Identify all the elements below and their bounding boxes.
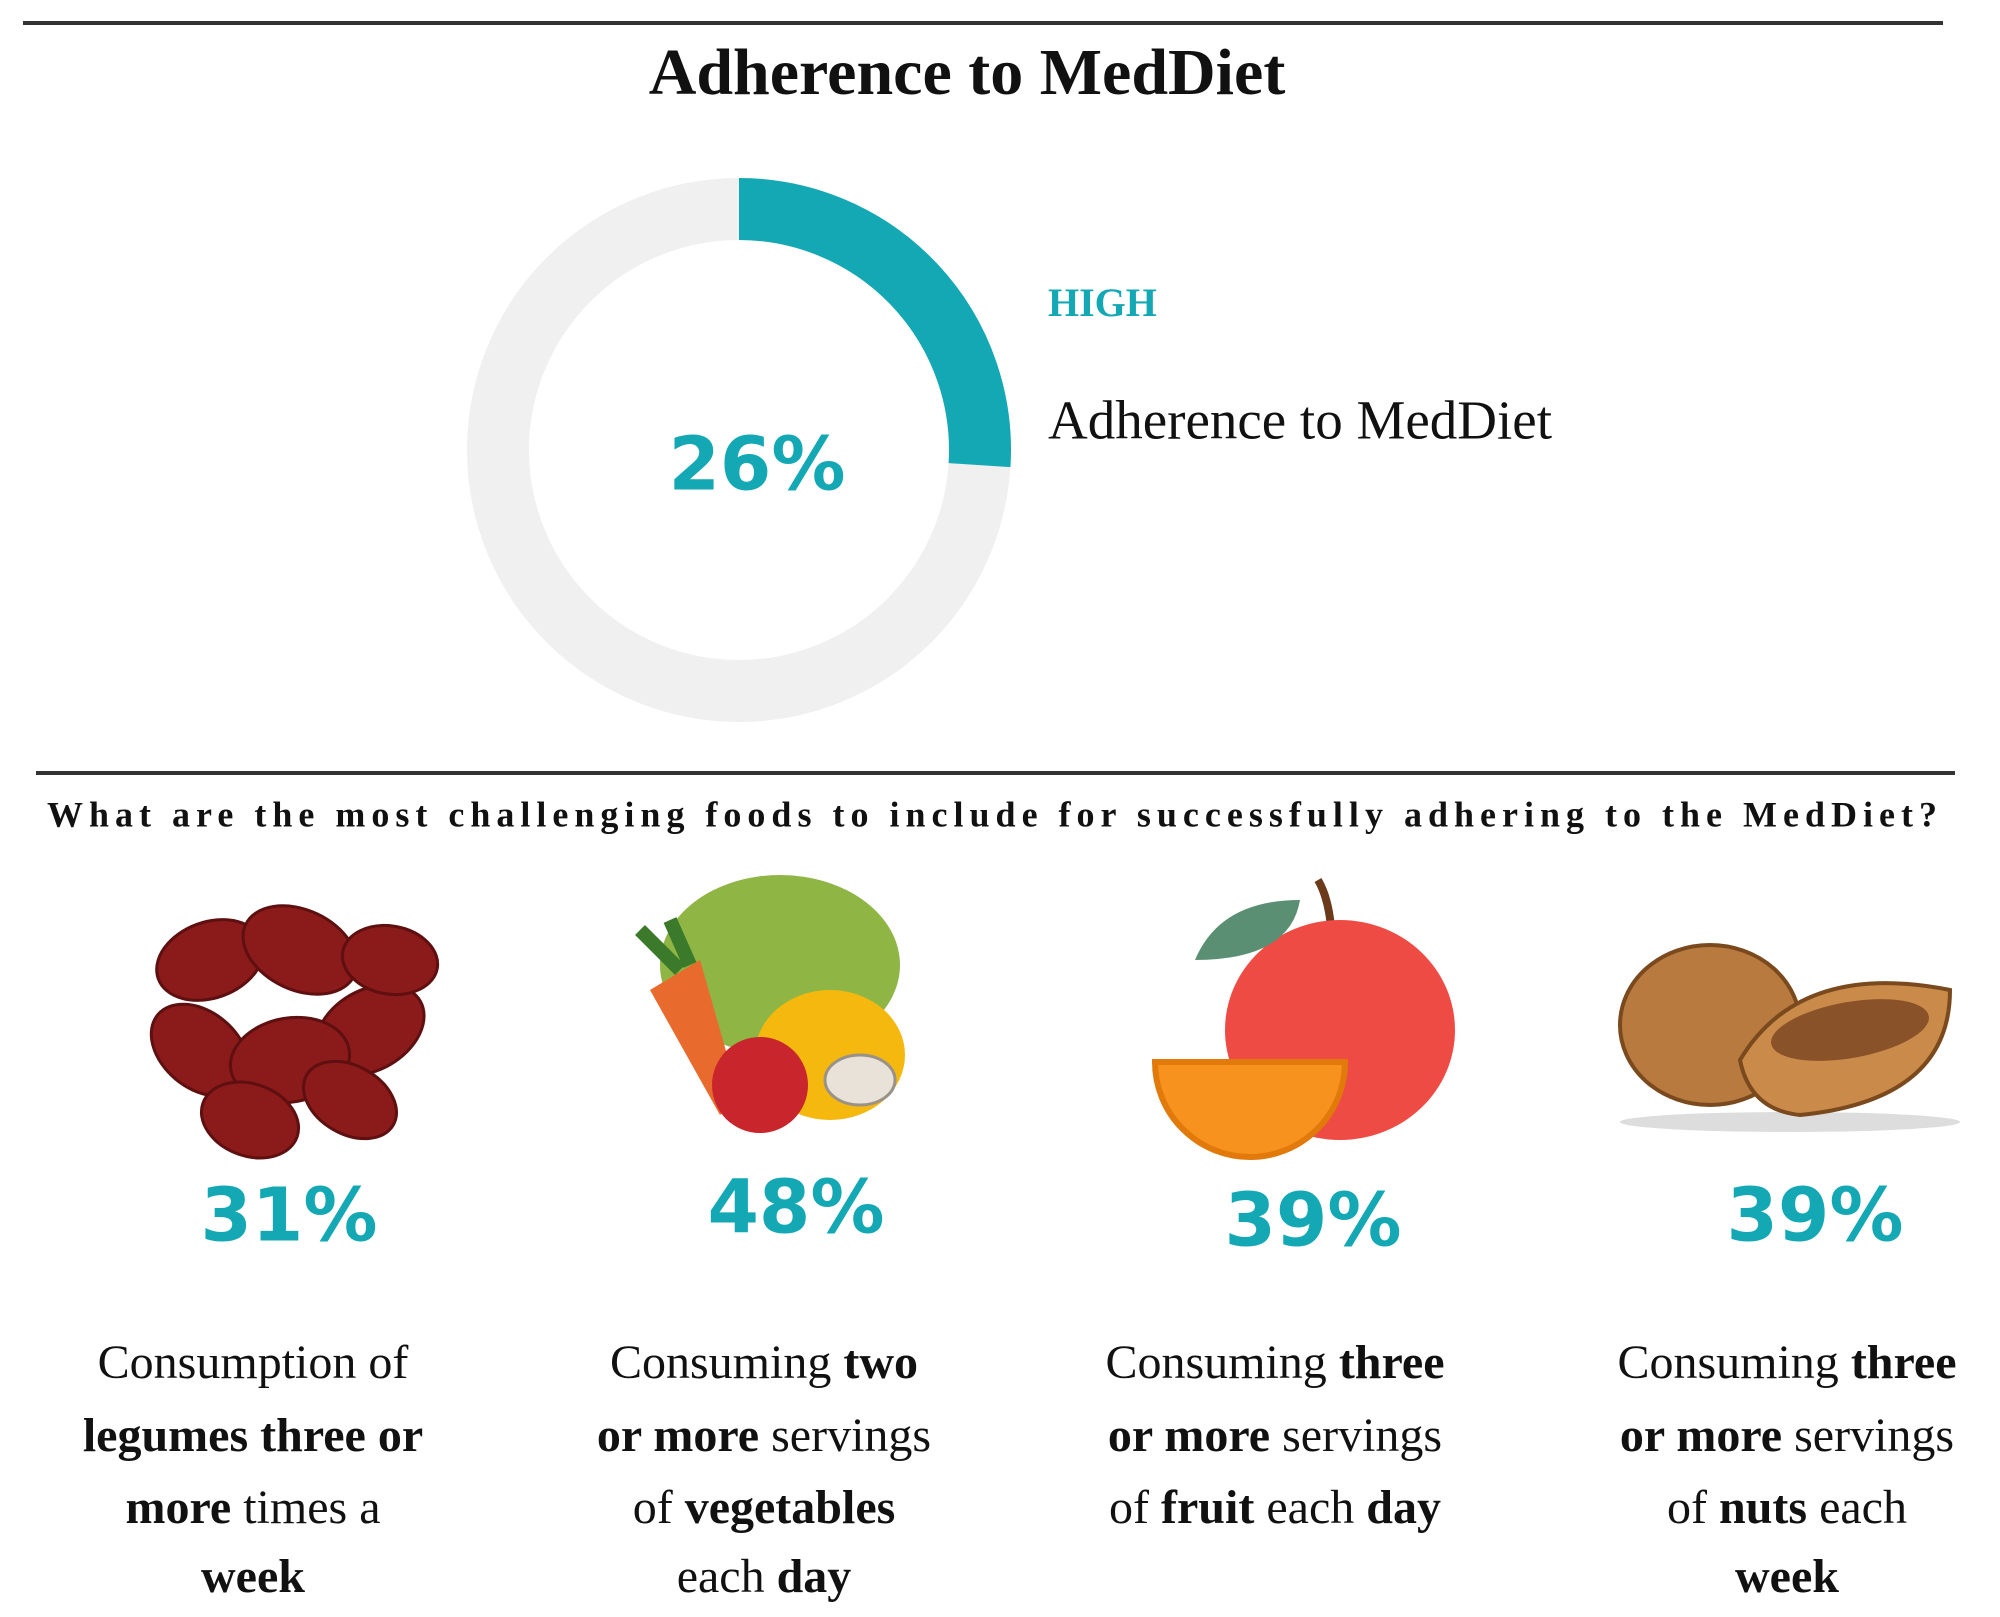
nuts-icon — [1618, 943, 1960, 1132]
description-segment: times a — [231, 1481, 380, 1534]
beans-icon — [149, 904, 440, 1160]
item-description-line: of nuts each — [1667, 1481, 1907, 1534]
item-description-line: Consumption of — [98, 1336, 409, 1389]
description-segment: servings — [1270, 1409, 1442, 1462]
item-description-line: or more servings — [1620, 1409, 1954, 1462]
description-segment: or more — [1108, 1409, 1270, 1462]
donut-value: 26% — [668, 422, 845, 508]
description-segment: servings — [1782, 1409, 1954, 1462]
item-description-line: more times a — [125, 1481, 380, 1534]
description-segment: or more — [597, 1409, 759, 1462]
description-segment: each — [1254, 1481, 1366, 1534]
item-value: 39% — [1224, 1178, 1401, 1264]
item-description-line: of fruit each day — [1109, 1481, 1441, 1534]
item-value: 48% — [707, 1165, 884, 1251]
item-description-line: legumes three or — [83, 1409, 423, 1462]
item-value: 39% — [1726, 1173, 1903, 1259]
description-segment: Consuming — [610, 1336, 843, 1389]
item-description-line: week — [1735, 1550, 1839, 1603]
description-segment: vegetables — [685, 1481, 896, 1534]
description-segment: two — [843, 1336, 918, 1389]
fruit-icon — [1151, 877, 1455, 1160]
item-description-line: each day — [677, 1550, 852, 1603]
description-segment: servings — [759, 1409, 931, 1462]
description-segment: week — [1735, 1550, 1839, 1603]
item-description-line: week — [201, 1550, 305, 1603]
title: Adherence to MedDiet — [649, 36, 1286, 109]
item-description-line: of vegetables — [633, 1481, 896, 1534]
description-segment: week — [201, 1550, 305, 1603]
description-segment: Consuming — [1617, 1336, 1850, 1389]
item-description-line: Consuming two — [610, 1336, 918, 1389]
description-segment: day — [1366, 1481, 1441, 1534]
level: HIGH — [1048, 280, 1157, 325]
vegetables-icon — [635, 875, 905, 1133]
description-segment: of — [633, 1481, 685, 1534]
description-segment: of — [1109, 1481, 1161, 1534]
description-segment: legumes three or — [83, 1409, 423, 1462]
description-segment: each — [1807, 1481, 1907, 1534]
description-segment: fruit — [1161, 1481, 1254, 1534]
item-description-line: Consuming three — [1105, 1336, 1444, 1389]
description-segment: Consuming — [1105, 1336, 1338, 1389]
description-segment: day — [777, 1550, 852, 1603]
description-segment: of — [1667, 1481, 1719, 1534]
donut-label: Adherence to MedDiet — [1048, 390, 1552, 451]
item-description-line: or more servings — [1108, 1409, 1442, 1462]
description-segment: or more — [1620, 1409, 1782, 1462]
item-description-line: Consuming three — [1617, 1336, 1956, 1389]
description-segment: Consumption of — [98, 1336, 409, 1389]
item-value: 31% — [200, 1173, 377, 1259]
question: What are the most challenging foods to i… — [47, 794, 1937, 834]
description-segment: three — [1851, 1336, 1957, 1389]
description-segment: nuts — [1719, 1481, 1807, 1534]
description-segment: each — [677, 1550, 777, 1603]
description-segment: more — [125, 1481, 231, 1534]
item-description-line: or more servings — [597, 1409, 931, 1462]
donut-arc — [738, 178, 1011, 468]
description-segment: three — [1339, 1336, 1445, 1389]
